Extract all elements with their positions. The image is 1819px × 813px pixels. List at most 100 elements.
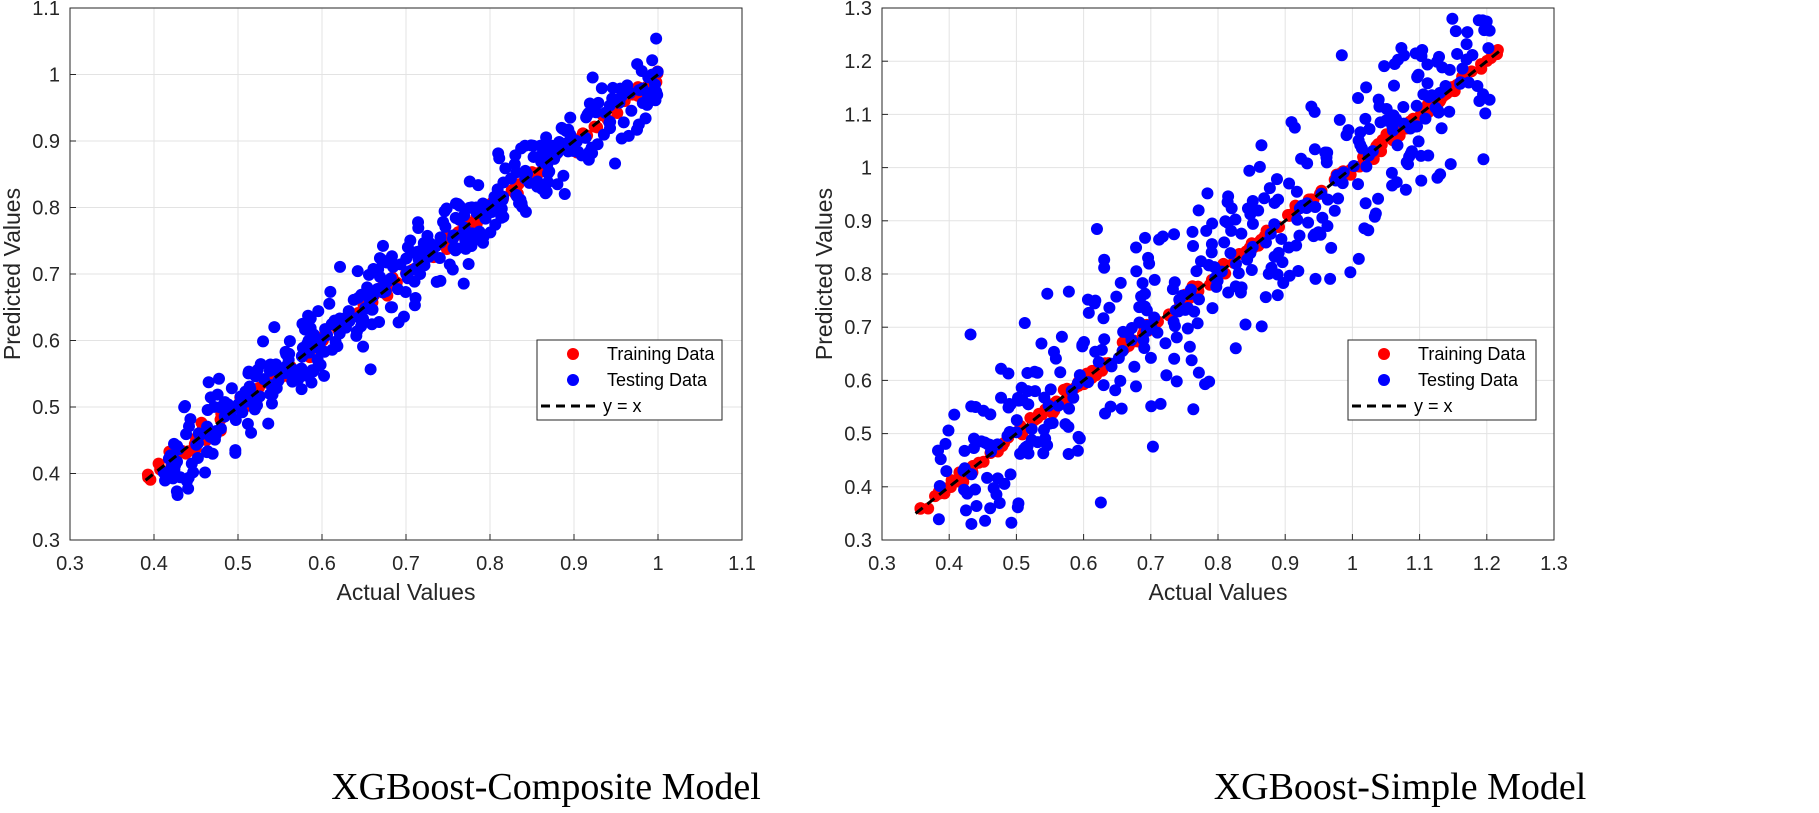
testing-point <box>1268 196 1281 209</box>
testing-point <box>409 291 422 304</box>
testing-point <box>586 71 599 84</box>
testing-point <box>1077 335 1090 348</box>
testing-point <box>1168 228 1181 241</box>
testing-point <box>1479 107 1492 120</box>
testing-point <box>1316 211 1329 224</box>
testing-point <box>1271 289 1284 302</box>
testing-point <box>372 263 385 276</box>
testing-point <box>586 147 599 160</box>
testing-point <box>492 147 505 160</box>
testing-point <box>1245 264 1258 277</box>
testing-point <box>1146 440 1159 453</box>
testing-point <box>1388 79 1401 92</box>
y-tick-label: 0.7 <box>32 264 60 286</box>
testing-point <box>1283 177 1296 190</box>
y-tick-label: 0.4 <box>844 477 872 499</box>
testing-point <box>1421 77 1434 90</box>
testing-point <box>401 241 414 254</box>
reference-line <box>144 73 659 482</box>
legend-testing-label: Testing Data <box>1418 370 1519 390</box>
testing-point <box>1012 497 1025 510</box>
testing-point <box>1368 210 1381 223</box>
testing-point <box>1090 223 1103 236</box>
x-tick-label: 1.2 <box>1473 553 1501 575</box>
testing-point <box>1192 366 1205 379</box>
testing-point <box>307 328 320 341</box>
testing-point <box>1263 182 1276 195</box>
testing-point <box>1436 61 1449 74</box>
y-tick-label: 1.1 <box>32 0 60 20</box>
testing-point <box>201 445 214 458</box>
testing-point <box>1431 171 1444 184</box>
testing-point <box>518 139 531 152</box>
testing-point <box>1363 122 1376 135</box>
testing-point <box>1002 367 1015 380</box>
testing-point <box>324 285 337 298</box>
testing-point <box>1449 25 1462 38</box>
y-tick-label: 0.3 <box>844 530 872 552</box>
testing-point <box>1344 266 1357 279</box>
testing-point <box>1391 139 1404 152</box>
testing-point <box>1340 129 1353 142</box>
testing-point <box>299 323 312 336</box>
testing-point <box>942 424 955 437</box>
testing-point <box>311 353 324 366</box>
testing-point <box>1359 112 1372 125</box>
y-tick-label: 0.8 <box>844 264 872 286</box>
y-tick-label: 0.8 <box>32 198 60 220</box>
y-tick-label: 0.9 <box>844 211 872 233</box>
training-point <box>922 502 935 515</box>
testing-point <box>965 400 978 413</box>
testing-point <box>1103 301 1116 314</box>
testing-point <box>1052 399 1065 412</box>
testing-point <box>1415 174 1428 187</box>
testing-point <box>932 513 945 526</box>
y-tick-label: 1.3 <box>844 0 872 20</box>
legend-testing-marker <box>567 374 579 386</box>
testing-point <box>1333 113 1346 126</box>
testing-point <box>622 129 635 142</box>
testing-point <box>1456 62 1469 75</box>
testing-point <box>650 32 663 45</box>
testing-point <box>606 92 619 105</box>
testing-point <box>1412 135 1425 148</box>
testing-point <box>1380 114 1393 127</box>
testing-point <box>975 435 988 448</box>
testing-point <box>1206 302 1219 315</box>
testing-point <box>647 89 660 102</box>
testing-point <box>1308 105 1321 118</box>
testing-point <box>1483 24 1496 37</box>
testing-point <box>199 466 212 479</box>
testing-point <box>192 427 205 440</box>
testing-point <box>959 504 972 517</box>
testing-point <box>636 96 649 109</box>
x-axis-label: Actual Values <box>337 579 476 605</box>
x-tick-label: 0.3 <box>56 553 84 575</box>
testing-point <box>1417 88 1430 101</box>
testing-point <box>499 162 512 175</box>
testing-point <box>1185 354 1198 367</box>
testing-point <box>159 474 172 487</box>
testing-point <box>1411 70 1424 83</box>
testing-point <box>352 311 365 324</box>
testing-point <box>283 335 296 348</box>
testing-point <box>1352 91 1365 104</box>
testing-point <box>1435 122 1448 135</box>
testing-point <box>508 158 521 171</box>
testing-point <box>1480 15 1493 28</box>
testing-point <box>1130 241 1143 254</box>
testing-point <box>1262 267 1275 280</box>
testing-point <box>1109 384 1122 397</box>
legend-training-marker <box>1378 348 1390 360</box>
testing-point <box>1094 496 1107 509</box>
testing-point <box>359 302 372 315</box>
testing-point <box>1136 277 1149 290</box>
testing-point <box>614 82 627 95</box>
testing-point <box>1432 105 1445 118</box>
testing-point <box>958 483 971 496</box>
testing-point <box>940 465 953 478</box>
testing-point <box>1139 231 1152 244</box>
testing-point <box>1035 337 1048 350</box>
legend-testing-marker <box>1378 374 1390 386</box>
testing-point <box>265 397 278 410</box>
